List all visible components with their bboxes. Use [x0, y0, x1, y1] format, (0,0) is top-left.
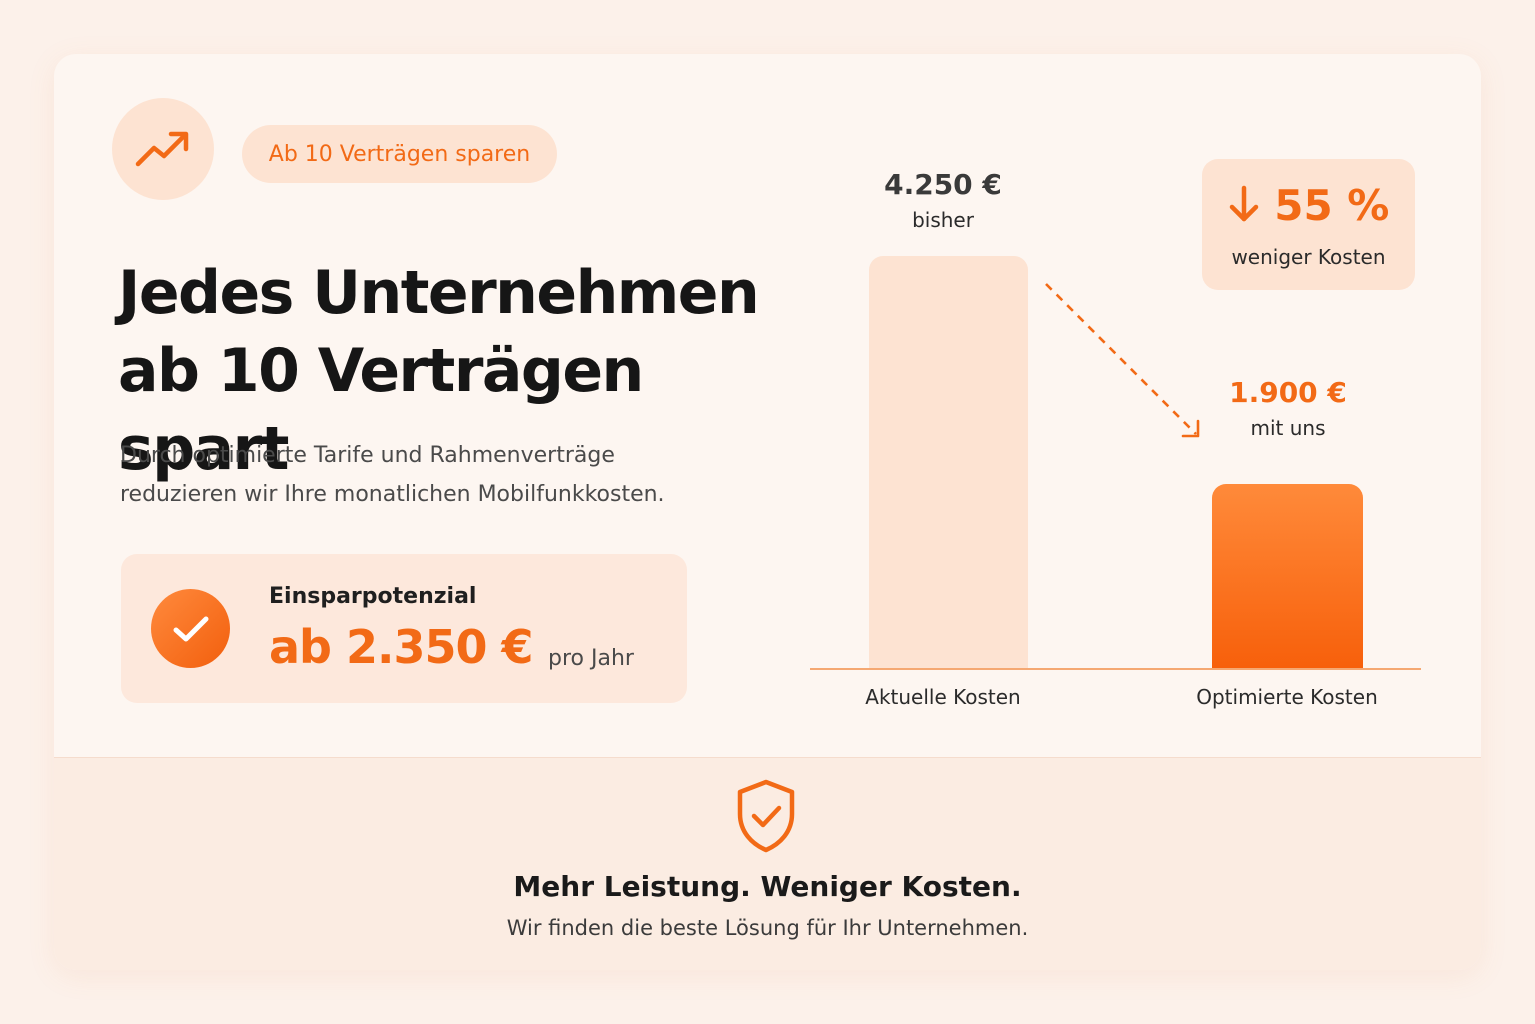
headline-line-1: Jedes Unternehmen: [118, 258, 760, 328]
check-icon: [173, 616, 208, 641]
trending-up-icon-wrapper: [112, 98, 214, 200]
chart-baseline: [810, 668, 1421, 670]
footer: Mehr Leistung. Weniger Kosten. Wir finde…: [54, 757, 1481, 970]
footer-subtitle: Wir finden die beste Lösung für Ihr Unte…: [506, 916, 1029, 940]
reduction-value: 55 %: [1274, 181, 1390, 230]
savings-unit: pro Jahr: [548, 646, 634, 671]
reduction-label: weniger Kosten: [1231, 245, 1386, 269]
main-card: Ab 10 Verträgen sparen Jedes Unternehmen…: [54, 54, 1481, 970]
savings-box: Einsparpotenzial ab 2.350 € pro Jahr: [121, 554, 687, 703]
description-line-2: reduzieren wir Ihre monatlichen Mobilfun…: [120, 482, 665, 507]
check-circle-icon: [151, 589, 230, 668]
reduction-value-row: 55 %: [1202, 181, 1415, 230]
savings-badge: Ab 10 Verträgen sparen: [242, 125, 557, 183]
trending-up-icon: [135, 131, 189, 167]
x-label-current: Aktuelle Kosten: [865, 685, 1021, 709]
footer-title: Mehr Leistung. Weniger Kosten.: [513, 870, 1022, 903]
bar-sublabel-optimized: mit uns: [1250, 416, 1326, 440]
description-line-1: Durch optimierte Tarife und Rahmenverträ…: [120, 443, 615, 468]
bar-sublabel-current: bisher: [912, 208, 974, 232]
bar-optimized-costs: [1212, 484, 1363, 668]
description: Durch optimierte Tarife und Rahmenverträ…: [120, 436, 740, 514]
page-title: Jedes Unternehmen ab 10 Verträgen spart: [118, 254, 818, 488]
bar-current-costs: [869, 256, 1028, 668]
shield-check-icon: [737, 779, 795, 853]
arrow-down-icon: [1228, 181, 1275, 230]
savings-label: Einsparpotenzial: [269, 584, 477, 609]
savings-amount: ab 2.350 €: [269, 620, 534, 674]
dashed-arrow: [1045, 283, 1200, 438]
bar-value-label-current: 4.250 €: [884, 168, 1002, 201]
headline-line-2: ab 10 Verträgen spart: [118, 336, 644, 484]
x-label-optimized: Optimierte Kosten: [1196, 685, 1378, 709]
bar-value-label-optimized: 1.900 €: [1229, 376, 1347, 409]
reduction-box: 55 % weniger Kosten: [1202, 159, 1415, 290]
